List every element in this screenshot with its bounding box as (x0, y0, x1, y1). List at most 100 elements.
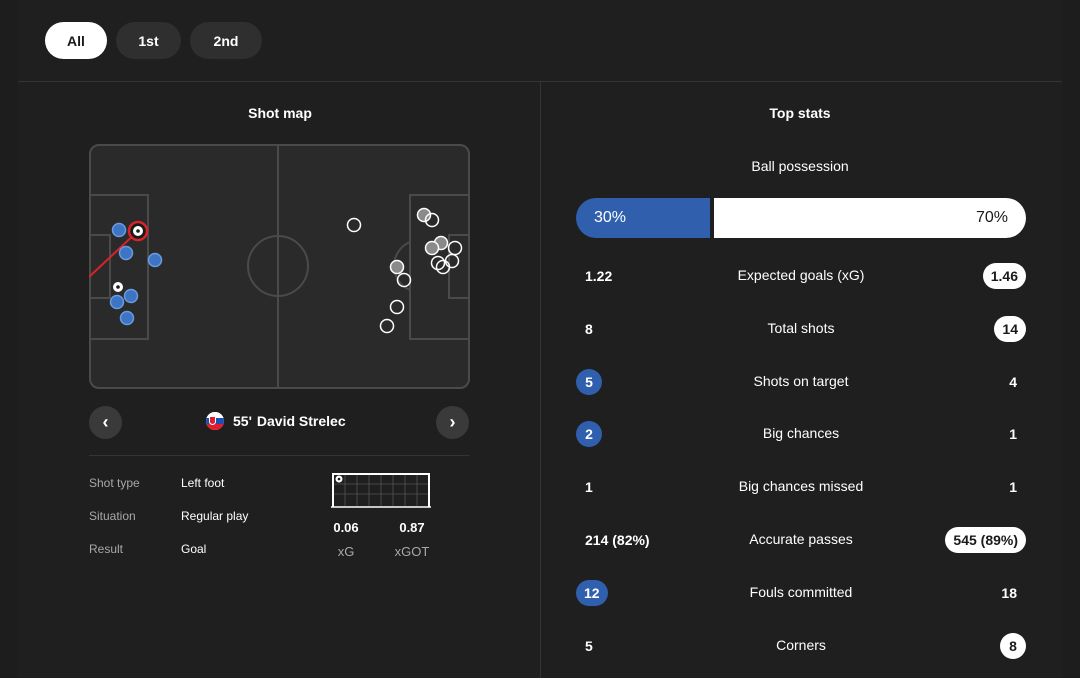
shot-marker[interactable] (147, 252, 163, 268)
xgot-value: 0.87 (399, 520, 425, 535)
stat-away-value: 1.46 (982, 263, 1026, 289)
previous-shot-button[interactable]: ‹ (89, 406, 122, 439)
stat-away-value: 1 (1009, 421, 1026, 447)
xg-value: 0.06 (333, 520, 359, 535)
ball-pattern-icon (116, 285, 120, 289)
shot-type-label: Shot type (89, 476, 140, 490)
shot-marker[interactable] (389, 259, 405, 275)
details-divider (89, 455, 470, 456)
stat-away-value: 14 (994, 316, 1026, 342)
stat-away-text: 4 (1009, 374, 1017, 390)
situation-value: Regular play (181, 509, 249, 523)
header-divider (18, 81, 1062, 82)
shot-marker[interactable] (435, 259, 451, 275)
stat-label: Expected goals (xG) (737, 267, 865, 283)
possession-away: 70% (713, 198, 1026, 238)
stat-home-text: 5 (576, 369, 602, 395)
stat-home-value: 5 (576, 369, 602, 395)
shot-marker[interactable] (424, 240, 440, 256)
player-name: David Strelec (256, 413, 346, 429)
possession-home: 30% (576, 198, 710, 238)
stat-home-text: 8 (585, 321, 593, 337)
stat-home-text: 12 (576, 580, 608, 606)
stat-away-value: 4 (1009, 369, 1026, 395)
stat-row: 8 Total shots 14 (576, 316, 1026, 342)
stat-home-value: 12 (576, 580, 608, 606)
stat-away-text: 1.46 (982, 263, 1026, 289)
stat-home-value: 1.22 (576, 263, 612, 289)
shot-map-title: Shot map (248, 105, 312, 121)
stat-label: Accurate passes (749, 531, 853, 547)
stat-away-text: 1 (1009, 426, 1017, 442)
chevron-left-icon: ‹ (102, 412, 109, 432)
period-tabs: All 1st 2nd (45, 22, 262, 59)
shot-marker[interactable] (416, 207, 432, 223)
stat-home-value: 2 (576, 421, 602, 447)
stat-away-text: 14 (994, 316, 1026, 342)
stat-away-value: 8 (1000, 633, 1026, 659)
shot-type-value: Left foot (181, 476, 225, 490)
goal-frame-icon (331, 473, 431, 508)
xgot-label: xGOT (394, 544, 430, 559)
result-value: Goal (181, 542, 207, 556)
top-stats-title: Top stats (769, 105, 831, 121)
stat-away-text: 8 (1000, 633, 1026, 659)
possession-label: Ball possession (751, 158, 849, 174)
shot-marker[interactable] (346, 217, 362, 233)
stat-label: Total shots (767, 320, 835, 336)
stat-row: 5 Shots on target 4 (576, 369, 1026, 395)
stat-home-value: 8 (576, 316, 593, 342)
stat-away-text: 545 (89%) (945, 527, 1026, 553)
left-goal-area (89, 234, 111, 299)
shot-marker[interactable] (119, 310, 135, 326)
stat-away-text: 18 (1001, 585, 1017, 601)
shot-marker[interactable] (109, 294, 125, 310)
chevron-right-icon: › (449, 412, 456, 432)
stat-row: 12 Fouls committed 18 (576, 580, 1026, 606)
next-shot-button[interactable]: › (436, 406, 469, 439)
stat-home-text: 5 (585, 638, 593, 654)
result-label: Result (89, 542, 124, 556)
stat-home-value: 214 (82%) (576, 527, 650, 553)
selected-shot-player: 55' David Strelec (206, 412, 346, 430)
situation-label: Situation (89, 509, 136, 523)
center-circle (247, 235, 309, 297)
shot-marker[interactable] (389, 299, 405, 315)
pitch (89, 144, 470, 389)
shot-marker[interactable] (118, 245, 134, 261)
shot-minute: 55' (233, 413, 252, 429)
stat-row: 1.22 Expected goals (xG) 1.46 (576, 263, 1026, 289)
stat-away-value: 545 (89%) (945, 527, 1026, 553)
stat-row: 5 Corners 8 (576, 633, 1026, 659)
stat-home-text: 214 (82%) (585, 532, 650, 548)
stat-row: 1 Big chances missed 1 (576, 474, 1026, 500)
stat-label: Big chances (762, 425, 840, 441)
stat-label: Corners (776, 637, 826, 653)
column-divider (540, 82, 541, 678)
stat-home-value: 1 (576, 474, 593, 500)
shot-marker[interactable] (430, 255, 446, 271)
xg-label: xG (337, 544, 355, 559)
ball-pattern-icon (136, 229, 140, 233)
shot-marker[interactable] (379, 318, 395, 334)
shot-marker[interactable] (424, 212, 440, 228)
tab-1st[interactable]: 1st (116, 22, 181, 59)
shot-marker[interactable] (111, 222, 127, 238)
pitch-outline (89, 144, 470, 389)
stat-row: 214 (82%) Accurate passes 545 (89%) (576, 527, 1026, 553)
stat-home-value: 5 (576, 633, 593, 659)
slovakia-flag-icon (206, 412, 224, 430)
stat-away-value: 18 (1001, 580, 1026, 606)
stat-row: 2 Big chances 1 (576, 421, 1026, 447)
stat-label: Shots on target (753, 373, 849, 389)
tab-2nd[interactable]: 2nd (190, 22, 262, 59)
possession-bar: 30% 70% (576, 198, 1026, 238)
stat-home-text: 2 (576, 421, 602, 447)
tab-all[interactable]: All (45, 22, 107, 59)
shot-marker[interactable] (396, 272, 412, 288)
stat-home-text: 1.22 (585, 268, 613, 284)
stat-home-text: 1 (585, 479, 593, 495)
shot-marker[interactable] (123, 288, 139, 304)
stat-away-text: 1 (1009, 479, 1017, 495)
selected-shot-trajectory (89, 230, 139, 278)
